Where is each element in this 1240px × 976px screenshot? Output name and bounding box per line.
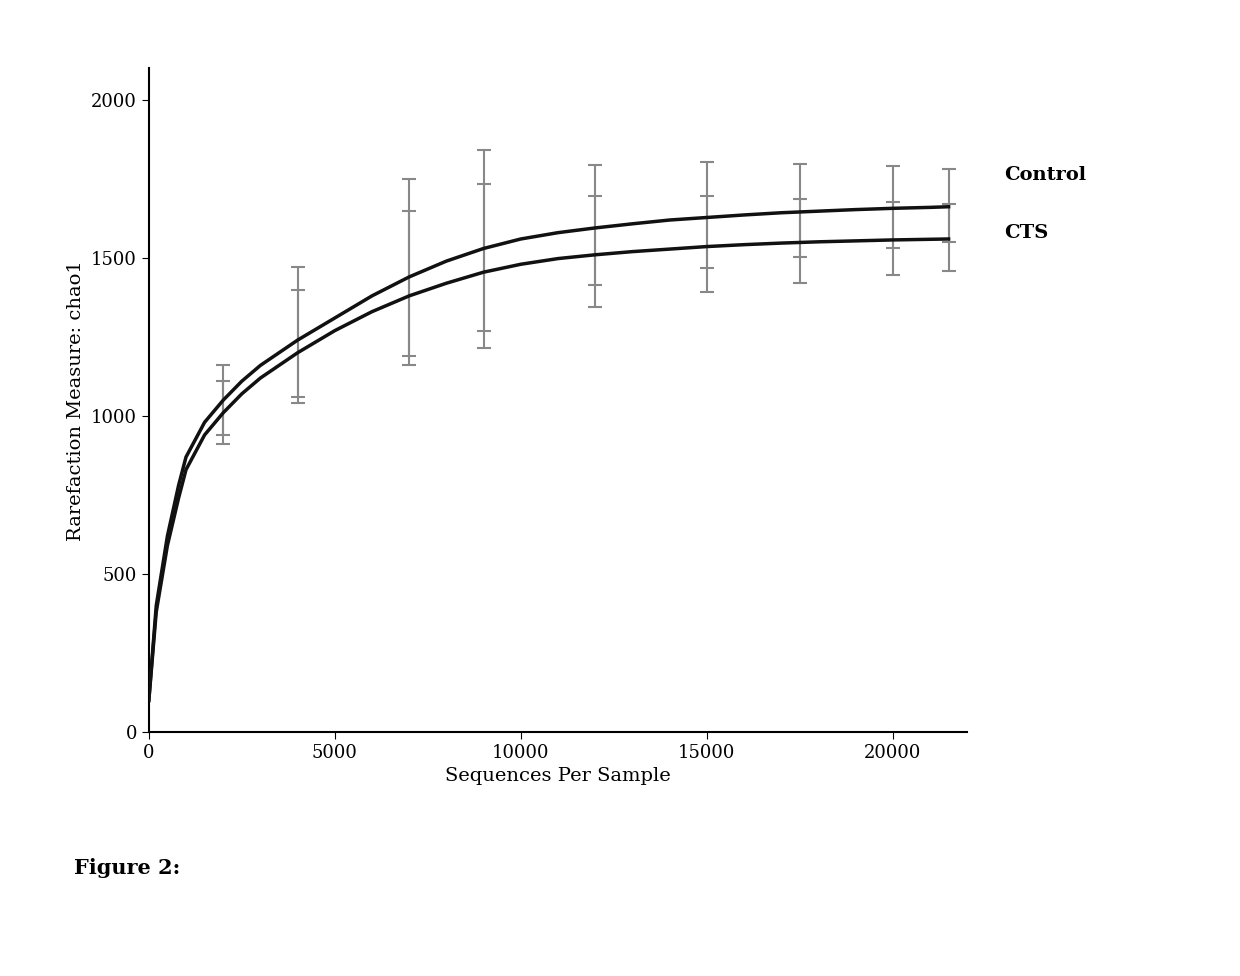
- Y-axis label: Rarefaction Measure: chao1: Rarefaction Measure: chao1: [67, 260, 86, 541]
- X-axis label: Sequences Per Sample: Sequences Per Sample: [445, 767, 671, 786]
- Text: CTS: CTS: [1004, 224, 1049, 242]
- Text: Control: Control: [1004, 166, 1086, 183]
- Text: Figure 2:: Figure 2:: [74, 859, 181, 878]
